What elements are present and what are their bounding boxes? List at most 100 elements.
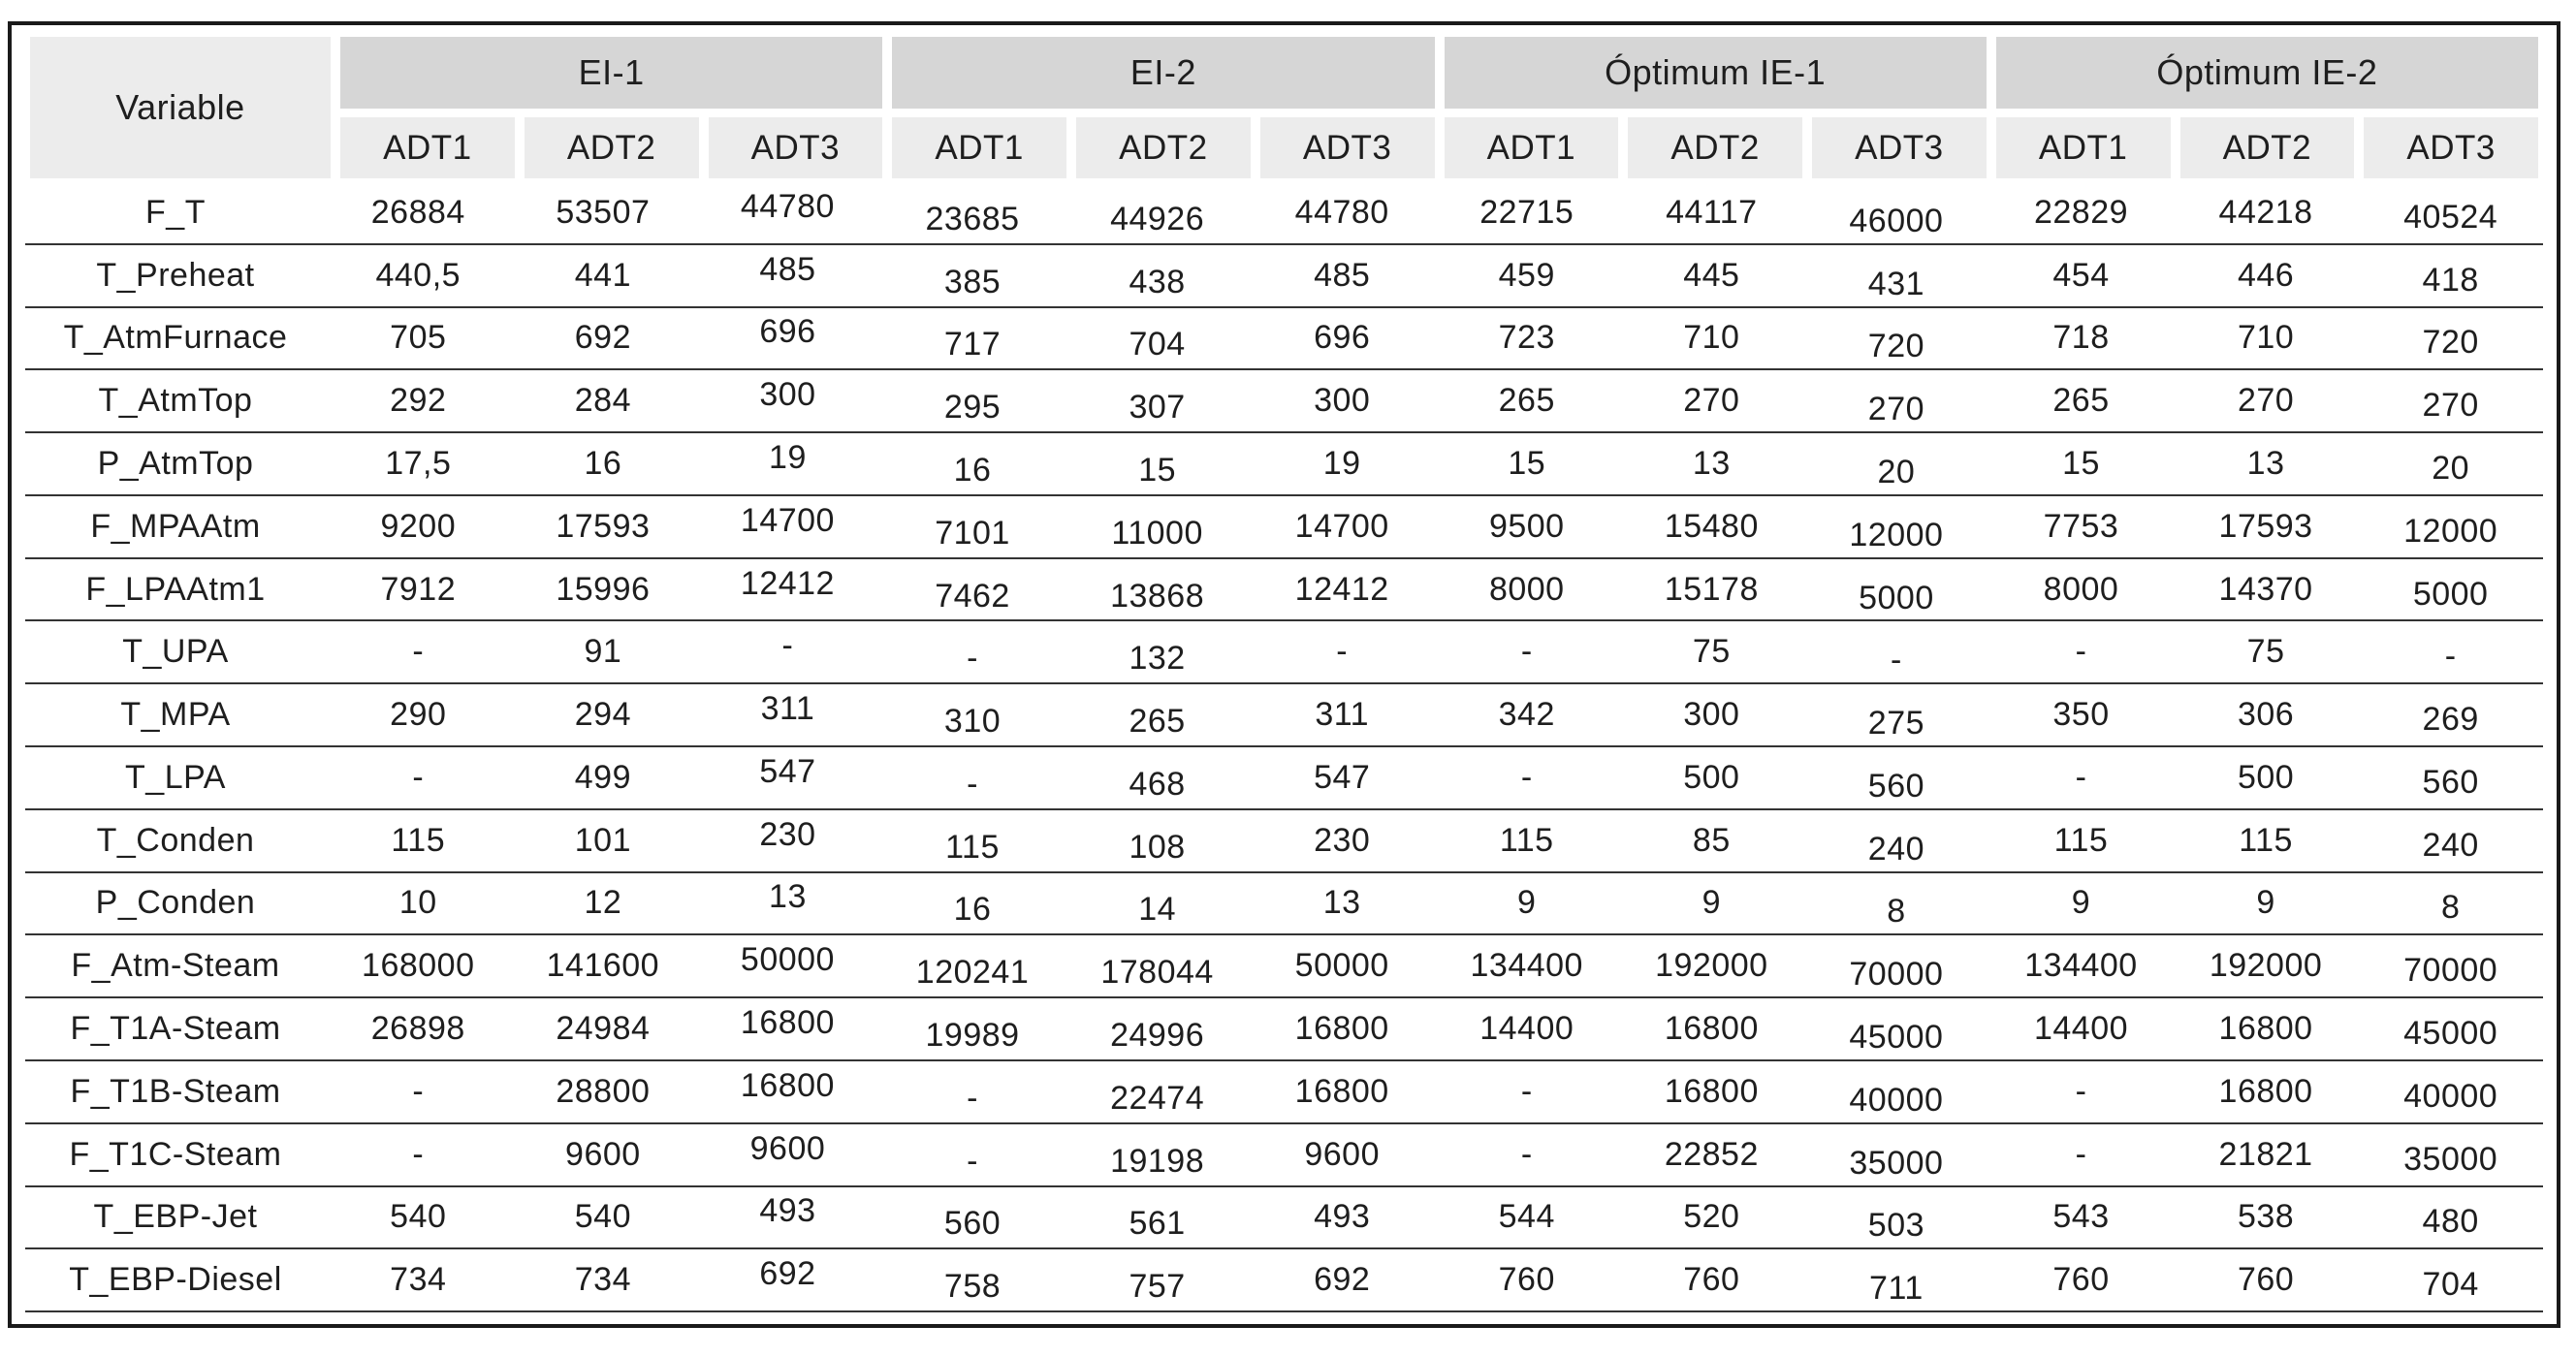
data-cell: 24996 <box>1110 1017 1205 1055</box>
data-cell: 192000 <box>1655 947 1768 985</box>
data-cell: 704 <box>1129 326 1186 363</box>
data-cell: 11000 <box>1111 514 1203 552</box>
data-cell: 547 <box>759 752 816 790</box>
data-cell: 696 <box>1314 319 1371 357</box>
data-cell: 40524 <box>2403 198 2498 236</box>
data-cell: 560 <box>943 1205 1002 1243</box>
data-cell: 14 <box>1138 891 1177 929</box>
data-cell: 275 <box>1867 705 1925 742</box>
data-cell: 9 <box>1701 884 1722 922</box>
data-cell: 265 <box>1498 382 1555 420</box>
data-cell: 9 <box>2071 884 2091 922</box>
data-cell: 711 <box>1869 1270 1924 1308</box>
data-cell: 342 <box>1498 696 1555 734</box>
data-cell: 696 <box>759 313 816 351</box>
data-cell: 5000 <box>1859 579 1934 616</box>
data-cell: - <box>781 627 794 665</box>
data-cell: 300 <box>1683 696 1740 734</box>
data-cell: 35000 <box>2403 1140 2498 1178</box>
data-cell: 91 <box>584 633 622 671</box>
data-cell: 20 <box>2432 450 2470 488</box>
table-body: F_T 26884 53507 44780 23685 44926 44780 22715 44… <box>25 182 2543 1313</box>
data-cell: - <box>2075 1072 2087 1110</box>
data-cell: 17593 <box>2218 507 2313 545</box>
data-cell: 758 <box>943 1268 1002 1306</box>
data-cell: 540 <box>574 1198 631 1236</box>
data-cell: 101 <box>574 821 631 859</box>
data-cell: 8 <box>2440 889 2461 927</box>
table-row: F_T 26884 53507 44780 23685 44926 44780 22715 44… <box>25 182 2543 245</box>
data-cell: 24984 <box>556 1010 651 1048</box>
data-cell: 21821 <box>2218 1135 2313 1173</box>
data-cell: - <box>1520 1072 1533 1110</box>
data-cell: 561 <box>1129 1205 1186 1243</box>
data-cell: 300 <box>759 376 816 414</box>
data-cell: 108 <box>1129 828 1186 866</box>
data-cell: 17593 <box>556 507 651 545</box>
data-cell: 270 <box>1683 382 1740 420</box>
subheader-ie1-adt1: ADT1 <box>1444 117 1619 178</box>
data-cell: 15996 <box>556 570 651 608</box>
data-cell: 538 <box>2237 1198 2295 1236</box>
table-row: T_AtmTop 292 284 300 295 307 300 265 270 270 265 27… <box>25 370 2543 434</box>
data-cell: 13868 <box>1110 577 1205 615</box>
subheader-row: ADT1 ADT2 ADT3 ADT1 ADT2 ADT3 ADT1 ADT2 … <box>335 117 2543 178</box>
row-variable-label: T_Conden <box>96 821 255 859</box>
table-row: T_LPA - 499 547 - 468 547 - 500 560 - 500 560 <box>25 747 2543 810</box>
data-cell: 22852 <box>1664 1135 1759 1173</box>
data-cell: 710 <box>2237 319 2295 357</box>
data-cell: 270 <box>2237 382 2295 420</box>
group-header-ei1: EI-1 <box>340 37 883 109</box>
row-variable-label: T_Preheat <box>96 256 255 294</box>
data-cell: 500 <box>2237 758 2295 796</box>
data-cell: 560 <box>2422 763 2479 801</box>
data-cell: 15 <box>1508 445 1546 483</box>
data-cell: 284 <box>574 382 631 420</box>
subheader-ei2-adt3: ADT3 <box>1259 117 1435 178</box>
data-cell: 440,5 <box>375 256 461 294</box>
row-variable-label: T_UPA <box>122 633 229 671</box>
data-cell: 265 <box>1129 703 1186 741</box>
table-row: F_T1C-Steam - 9600 9600 - 19198 9600 - 22852 3500… <box>25 1124 2543 1187</box>
data-cell: - <box>2075 1135 2087 1173</box>
data-cell: 718 <box>2052 319 2110 357</box>
data-cell: 75 <box>2246 633 2285 671</box>
group-header-optimum-ie1: Óptimum IE-1 <box>1444 37 1987 109</box>
data-cell: 543 <box>2052 1198 2110 1236</box>
data-cell: 16800 <box>2218 1072 2313 1110</box>
row-variable-label: F_T1C-Steam <box>69 1135 282 1173</box>
data-cell: 115 <box>1499 821 1554 859</box>
row-variable-label: F_T1A-Steam <box>70 1010 281 1048</box>
data-cell: 295 <box>943 389 1002 426</box>
data-cell: 5000 <box>2412 575 2489 613</box>
data-cell: 8000 <box>1488 570 1565 608</box>
data-cell: 240 <box>2422 826 2479 864</box>
data-cell: 14400 <box>2033 1010 2129 1048</box>
data-cell: 310 <box>943 703 1002 741</box>
data-cell: 265 <box>2052 382 2110 420</box>
data-cell: 717 <box>943 326 1002 363</box>
row-variable-label: F_T1B-Steam <box>70 1072 281 1110</box>
data-cell: 9500 <box>1488 507 1565 545</box>
table-row: F_Atm-Steam 168000 141600 50000 120241 178044… <box>25 935 2543 999</box>
data-cell: 12000 <box>2403 512 2498 550</box>
data-cell: - <box>967 1142 978 1180</box>
data-cell: 704 <box>2422 1266 2479 1304</box>
data-cell: 134400 <box>2024 947 2138 985</box>
data-cell: 14700 <box>740 501 835 539</box>
data-cell: 13 <box>2246 445 2285 483</box>
data-cell: 19198 <box>1110 1142 1205 1180</box>
row-variable-label: T_MPA <box>120 696 231 734</box>
data-cell: 692 <box>574 319 631 357</box>
row-variable-label: F_MPAAtm <box>90 507 261 545</box>
data-cell: 12412 <box>740 564 835 602</box>
data-cell: 28800 <box>556 1072 651 1110</box>
data-cell: 485 <box>1314 256 1371 294</box>
table-row: T_MPA 290 294 311 310 265 311 342 300 275 350 306 26… <box>25 684 2543 748</box>
data-cell: 454 <box>2052 256 2110 294</box>
data-cell: 16 <box>953 452 992 489</box>
row-variable-label: P_AtmTop <box>97 445 254 483</box>
data-cell: 560 <box>1867 767 1925 805</box>
data-cell: 23685 <box>925 200 1020 237</box>
data-cell: 540 <box>390 1198 447 1236</box>
